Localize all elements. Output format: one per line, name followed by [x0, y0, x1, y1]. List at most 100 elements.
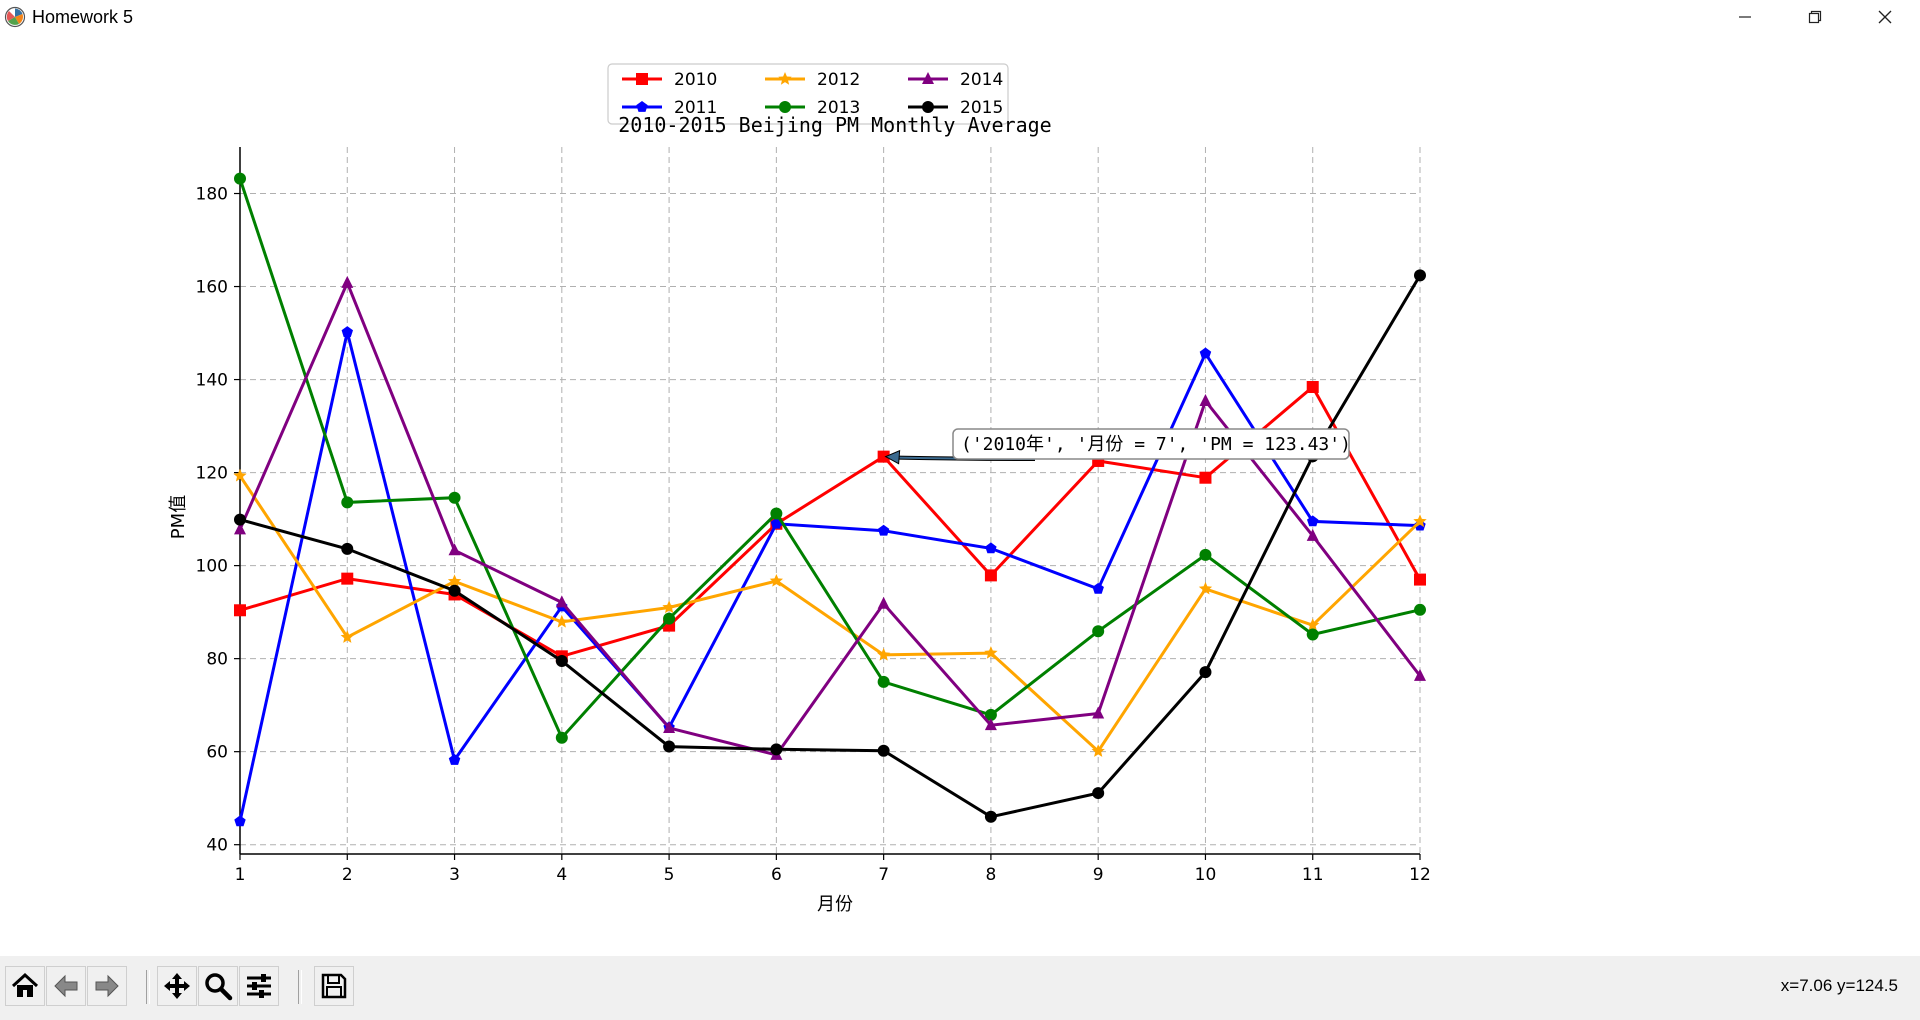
- x-tick-label: 3: [449, 865, 460, 885]
- x-tick-label: 9: [1093, 865, 1104, 885]
- data-point: [984, 708, 997, 721]
- data-point: [877, 647, 891, 661]
- data-point: [984, 646, 998, 659]
- legend-entry-2015: 2015: [908, 98, 1003, 118]
- y-tick-label: 140: [196, 371, 228, 391]
- series-line-2011: [238, 331, 1421, 822]
- close-button[interactable]: [1850, 0, 1920, 34]
- data-point: [448, 491, 461, 504]
- back-button[interactable]: [46, 966, 86, 1006]
- data-point: [984, 569, 997, 582]
- x-tick-label: 6: [771, 865, 782, 885]
- series-line-2015: [239, 274, 1422, 819]
- x-tick-label: 4: [556, 865, 567, 885]
- x-tick-label: 11: [1302, 865, 1324, 885]
- data-point: [1092, 625, 1105, 638]
- data-point: [770, 507, 783, 520]
- data-point: [1092, 787, 1105, 800]
- data-point: [341, 496, 354, 509]
- annotation-text: ('2010年', '月份 = 7', 'PM = 123.43'): [961, 434, 1351, 455]
- legend-marker: [922, 72, 934, 84]
- data-point: [448, 754, 461, 765]
- data-point: [769, 574, 783, 587]
- minimize-button[interactable]: [1710, 0, 1780, 34]
- data-point: [555, 654, 568, 667]
- home-icon: [11, 972, 39, 997]
- restore-icon: [1808, 10, 1822, 24]
- data-point: [555, 595, 568, 608]
- forward-button[interactable]: [87, 966, 127, 1006]
- data-point: [1092, 706, 1105, 719]
- data-point: [448, 543, 461, 556]
- x-tick-label: 2: [342, 865, 353, 885]
- data-point: [1414, 573, 1426, 586]
- data-point: [1091, 744, 1105, 757]
- data-point: [448, 584, 461, 597]
- legend-entry-2010: 2010: [622, 70, 717, 90]
- annotation-box: [952, 428, 1350, 460]
- y-tick-label: 120: [196, 464, 228, 484]
- series-line-2012: [238, 474, 1422, 754]
- data-point: [663, 720, 676, 733]
- data-point: [877, 675, 890, 688]
- data-point: [1199, 393, 1212, 406]
- data-point: [555, 614, 569, 628]
- data-point: [233, 468, 247, 482]
- data-point: [984, 810, 997, 823]
- annotation-arrow-head: [884, 449, 901, 465]
- y-tick-label: 40: [206, 836, 228, 856]
- data-point: [234, 604, 246, 617]
- series-2014: [234, 275, 1426, 760]
- data-point: [1199, 347, 1212, 359]
- zoom-icon: [205, 973, 233, 1001]
- cursor-coordinates: x=7.06 y=124.5: [1780, 976, 1898, 995]
- data-point: [877, 524, 890, 536]
- x-tick-label: 8: [985, 865, 996, 885]
- data-point: [877, 744, 890, 757]
- home-button[interactable]: [5, 966, 45, 1006]
- data-point: [234, 172, 246, 185]
- data-point: [1199, 548, 1212, 561]
- y-tick-label: 100: [196, 557, 228, 577]
- data-point: [877, 596, 890, 609]
- data-point: [234, 513, 246, 526]
- data-point: [341, 275, 354, 288]
- y-tick-label: 180: [196, 185, 228, 205]
- legend-label: 2014: [960, 70, 1003, 90]
- legend-marker: [922, 101, 934, 113]
- data-point: [663, 740, 676, 753]
- matplotlib-logo-icon: [4, 6, 26, 28]
- data-point: [662, 600, 676, 614]
- x-tick-label: 1: [235, 865, 246, 885]
- y-axis-label: PM值: [168, 495, 189, 539]
- data-point: [341, 572, 354, 585]
- data-point: [340, 630, 354, 643]
- x-axis-label: 月份: [817, 894, 853, 915]
- legend-label: 2010: [674, 70, 717, 90]
- data-point: [1306, 618, 1320, 631]
- series-2010: [234, 381, 1426, 663]
- zoom-button[interactable]: [198, 966, 238, 1006]
- series-2013: [234, 172, 1426, 744]
- data-point: [1307, 515, 1319, 527]
- legend-marker: [636, 73, 648, 85]
- data-point: [1199, 471, 1212, 484]
- series-lines: [233, 172, 1427, 827]
- configure-subplots-button[interactable]: [239, 966, 279, 1006]
- pan-button[interactable]: [157, 966, 197, 1006]
- data-point: [234, 815, 246, 827]
- annotation: ('2010年', '月份 = 7', 'PM = 123.43'): [884, 428, 1351, 465]
- restore-button[interactable]: [1780, 0, 1850, 34]
- navigation-toolbar: x=7.06 y=124.5: [0, 956, 1920, 1020]
- data-point: [341, 326, 353, 337]
- data-point: [1306, 528, 1319, 541]
- data-point: [663, 612, 676, 625]
- configure-subplots-icon: [247, 974, 271, 998]
- data-point: [555, 731, 568, 744]
- save-button[interactable]: [314, 966, 354, 1006]
- legend-entry-2013: 2013: [765, 98, 860, 118]
- legend-marker: [779, 101, 791, 113]
- figure-canvas[interactable]: 1 2 3 4 5 6 7 8 9 10 11 12 40 60 80 100 120 140 160 180 ('2…: [0, 34, 1920, 956]
